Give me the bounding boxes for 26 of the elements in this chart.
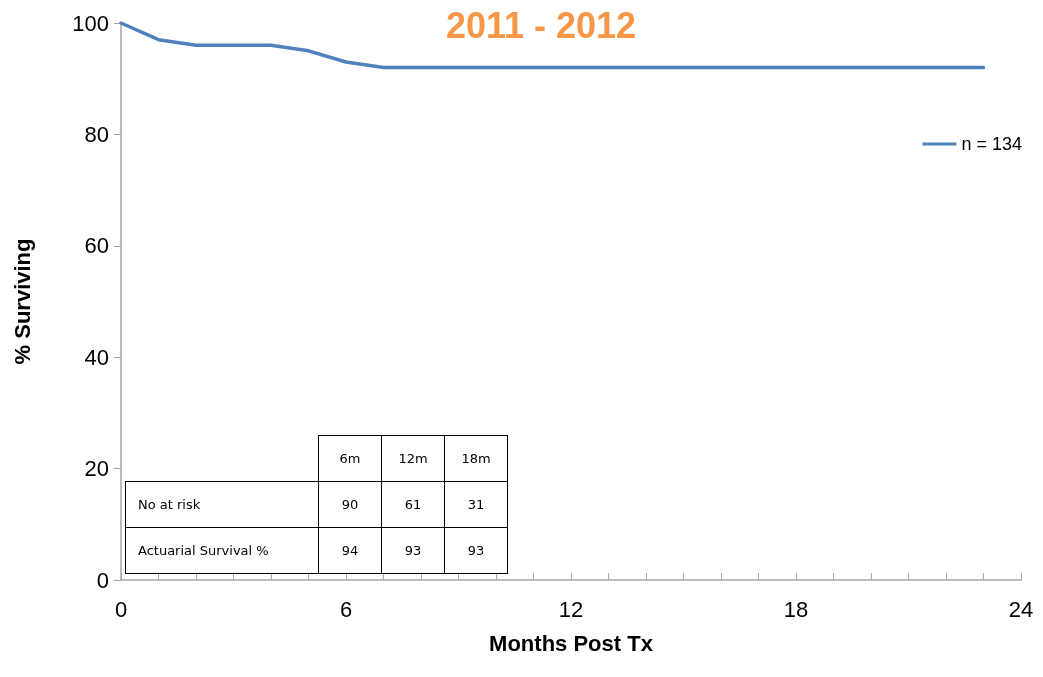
y-tick-label: 80 <box>84 121 109 147</box>
annotation: 90 <box>318 481 382 528</box>
y-axis-title: % Surviving <box>9 238 35 365</box>
annotation: 61 <box>381 481 445 528</box>
x-tick-label: 12 <box>558 596 584 622</box>
annotation: 93 <box>444 527 508 574</box>
annotation: 94 <box>318 527 382 574</box>
y-tick-label: 0 <box>96 567 109 593</box>
y-tick-label: 40 <box>84 344 109 370</box>
y-tick-label: 100 <box>72 10 109 36</box>
annotation: 12m <box>381 435 445 482</box>
annotation: 31 <box>444 481 508 528</box>
y-tick-label: 20 <box>84 456 109 482</box>
annotation: No at risk <box>125 481 319 528</box>
y-tick-label: 60 <box>84 233 109 259</box>
x-tick-label: 18 <box>783 596 809 622</box>
annotation: 93 <box>381 527 445 574</box>
chart-title: 2011 - 2012 <box>445 4 637 46</box>
x-tick-label: 6 <box>339 596 353 622</box>
annotation: Actuarial Survival % <box>125 527 319 574</box>
x-tick-label: 24 <box>1008 596 1034 622</box>
annotation: 18m <box>444 435 508 482</box>
legend-label: n = 134 <box>961 134 1023 154</box>
annotation: 6m <box>318 435 382 482</box>
x-axis-title: Months Post Tx <box>489 630 654 656</box>
x-tick-label: 0 <box>114 596 128 622</box>
